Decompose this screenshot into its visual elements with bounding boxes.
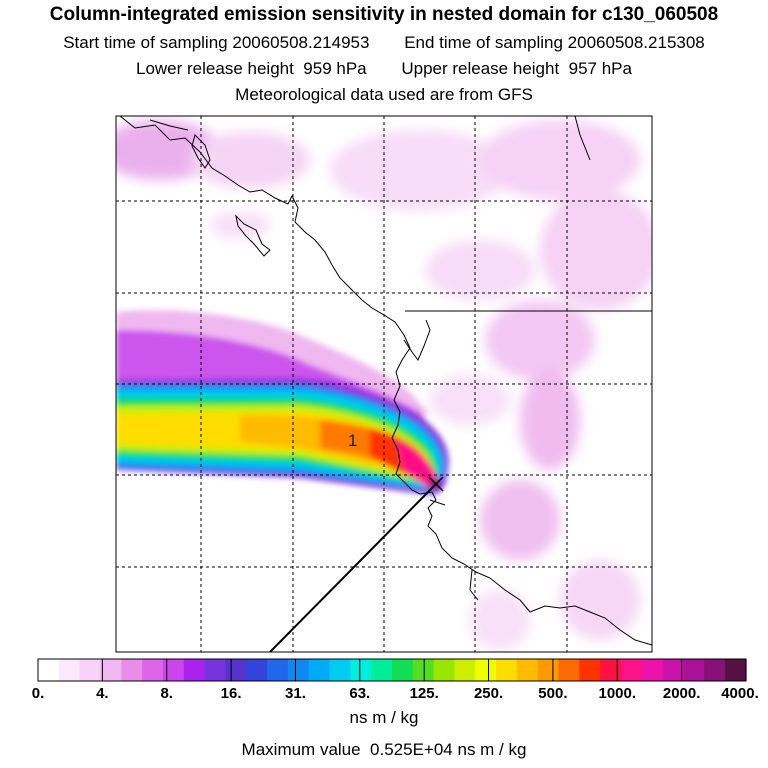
- map-frame: [115, 115, 653, 653]
- lower-release-value: 959 hPa: [303, 59, 367, 78]
- end-time-label: End time of sampling: [404, 33, 563, 52]
- plot-title: Column-integrated emission sensitivity i…: [49, 4, 719, 25]
- maximum-value-label: Maximum value: [241, 740, 361, 759]
- start-time-label: Start time of sampling: [63, 33, 228, 52]
- release-heights: Lower release height 959 hPa Upper relea…: [0, 59, 768, 79]
- upper-release-value: 957 hPa: [568, 59, 632, 78]
- maximum-value-number: 0.525E+04 ns m / kg: [370, 740, 527, 759]
- emission-plume: [116, 310, 449, 495]
- met-data-note: Meteorological data used are from GFS: [235, 85, 533, 104]
- legend-unit: ns m / kg: [349, 708, 419, 727]
- maximum-value: Maximum value 0.525E+04 ns m / kg: [0, 740, 768, 760]
- start-time-value: 20060508.214953: [232, 33, 370, 52]
- upper-release-label: Upper release height: [401, 59, 560, 78]
- release-point-marker: [428, 476, 444, 492]
- background-sensitivity-patches: [116, 120, 652, 650]
- coastline: [119, 116, 652, 646]
- lower-release-label: Lower release height: [136, 59, 294, 78]
- end-time-value: 20060508.215308: [567, 33, 705, 52]
- trajectory-line: [269, 483, 437, 652]
- sampling-times: Start time of sampling 20060508.214953 E…: [0, 33, 768, 53]
- map-grid: [116, 116, 652, 652]
- release-label: 1: [348, 431, 357, 450]
- sensitivity-field: [116, 116, 652, 652]
